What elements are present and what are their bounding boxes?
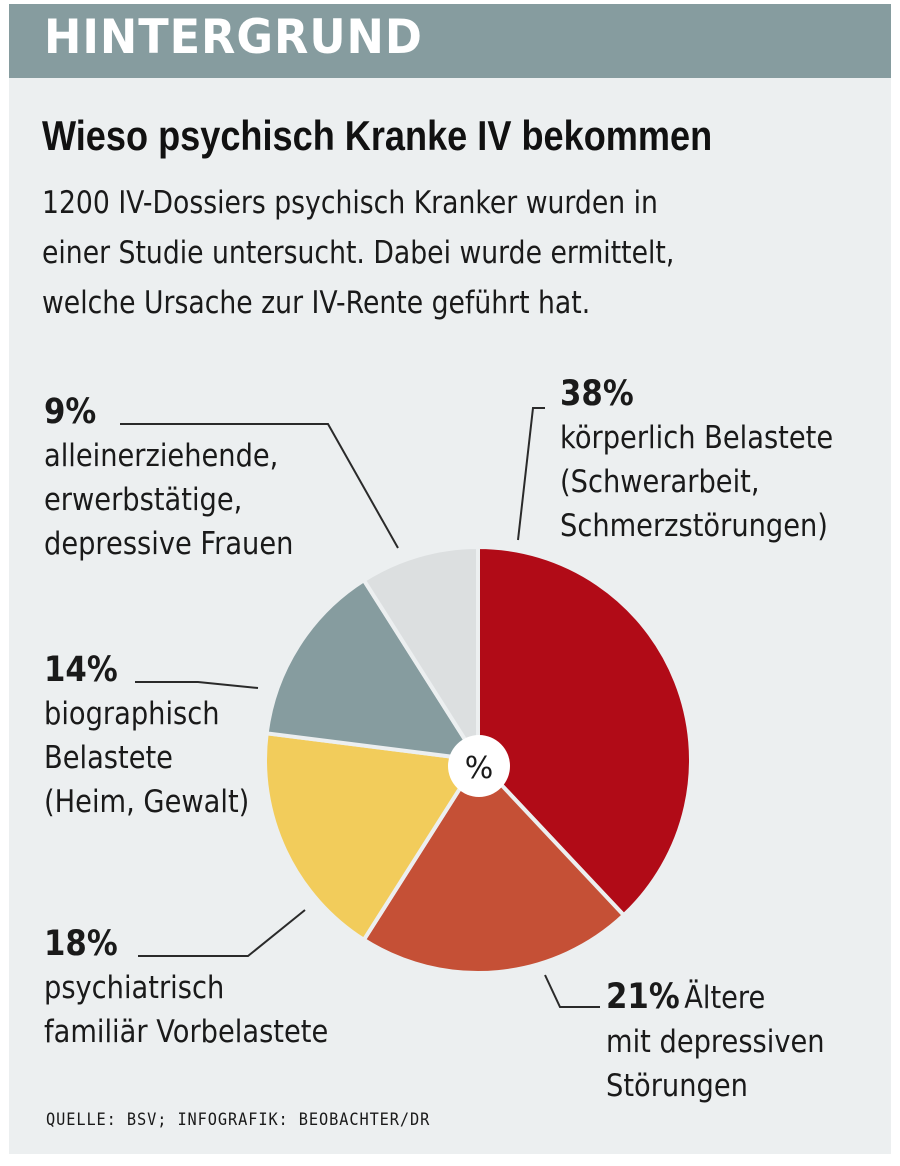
slice-text: alleinerziehende,: [44, 438, 279, 474]
slice-text: mit depressiven: [606, 1024, 825, 1060]
slice-pct: 9%: [44, 392, 97, 432]
chart-title: Wieso psychisch Kranke IV bekommen: [42, 112, 713, 159]
slice-pct: 14%: [44, 650, 118, 690]
leader-line-9: [120, 423, 399, 549]
slice-text: depressive Frauen: [44, 526, 294, 562]
slice-text: Ältere: [684, 980, 766, 1016]
leader-line-38: [517, 407, 545, 541]
pie-slice-14: [264, 578, 480, 762]
slice-text: Schmerzstörungen): [560, 508, 828, 544]
pie-slice-21: [361, 758, 626, 975]
slice-pct: 18%: [44, 924, 118, 964]
slice-label-18: 18% psychiatrisch familiär Vorbelastete: [44, 922, 328, 1054]
pie-slice-38: [476, 545, 693, 918]
slice-text: (Schwerarbeit,: [560, 464, 760, 500]
slice-text: familiär Vorbelastete: [44, 1014, 329, 1050]
slice-text: körperlich Belastete: [560, 420, 834, 456]
subtitle-line: einer Studie untersucht. Dabei wurde erm…: [42, 235, 675, 271]
pie-slice-18: [263, 731, 480, 942]
subtitle-line: 1200 IV-Dossiers psychisch Kranker wurde…: [42, 185, 658, 221]
leader-line-14: [135, 681, 259, 689]
pie-slices: [263, 545, 693, 975]
header-bar: [9, 4, 891, 78]
source-note: QUELLE: BSV; INFOGRAFIK: BEOBACHTER/DR: [46, 1110, 431, 1130]
leader-lines: [120, 407, 600, 1008]
leader-line-18: [138, 909, 306, 957]
slice-text: biographisch: [44, 696, 220, 732]
slice-label-38: 38% körperlich Belastete (Schwerarbeit, …: [560, 372, 833, 548]
leader-line-21: [544, 974, 600, 1008]
slice-pct: 38%: [560, 374, 634, 414]
slice-label-14: 14% biographisch Belastete (Heim, Gewalt…: [44, 648, 249, 824]
center-circle: [448, 735, 510, 797]
slice-text: (Heim, Gewalt): [44, 784, 250, 820]
center-label: %: [465, 751, 494, 786]
slice-text: psychiatrisch: [44, 970, 225, 1006]
slice-text: Belastete: [44, 740, 173, 776]
slice-label-9: 9% alleinerziehende, erwerbstätige, depr…: [44, 390, 293, 566]
slice-text: erwerbstätige,: [44, 482, 243, 518]
header-label: HINTERGRUND: [44, 10, 423, 65]
slice-label-21: 21% Ältere mit depressiven Störungen: [606, 975, 825, 1108]
slice-pct: 21%: [606, 977, 680, 1017]
slice-text: Störungen: [606, 1068, 748, 1104]
subtitle-line: welche Ursache zur IV-Rente geführt hat.: [42, 285, 591, 321]
chart-subtitle: 1200 IV-Dossiers psychisch Kranker wurde…: [42, 178, 816, 328]
pie-slice-9: [361, 545, 480, 762]
